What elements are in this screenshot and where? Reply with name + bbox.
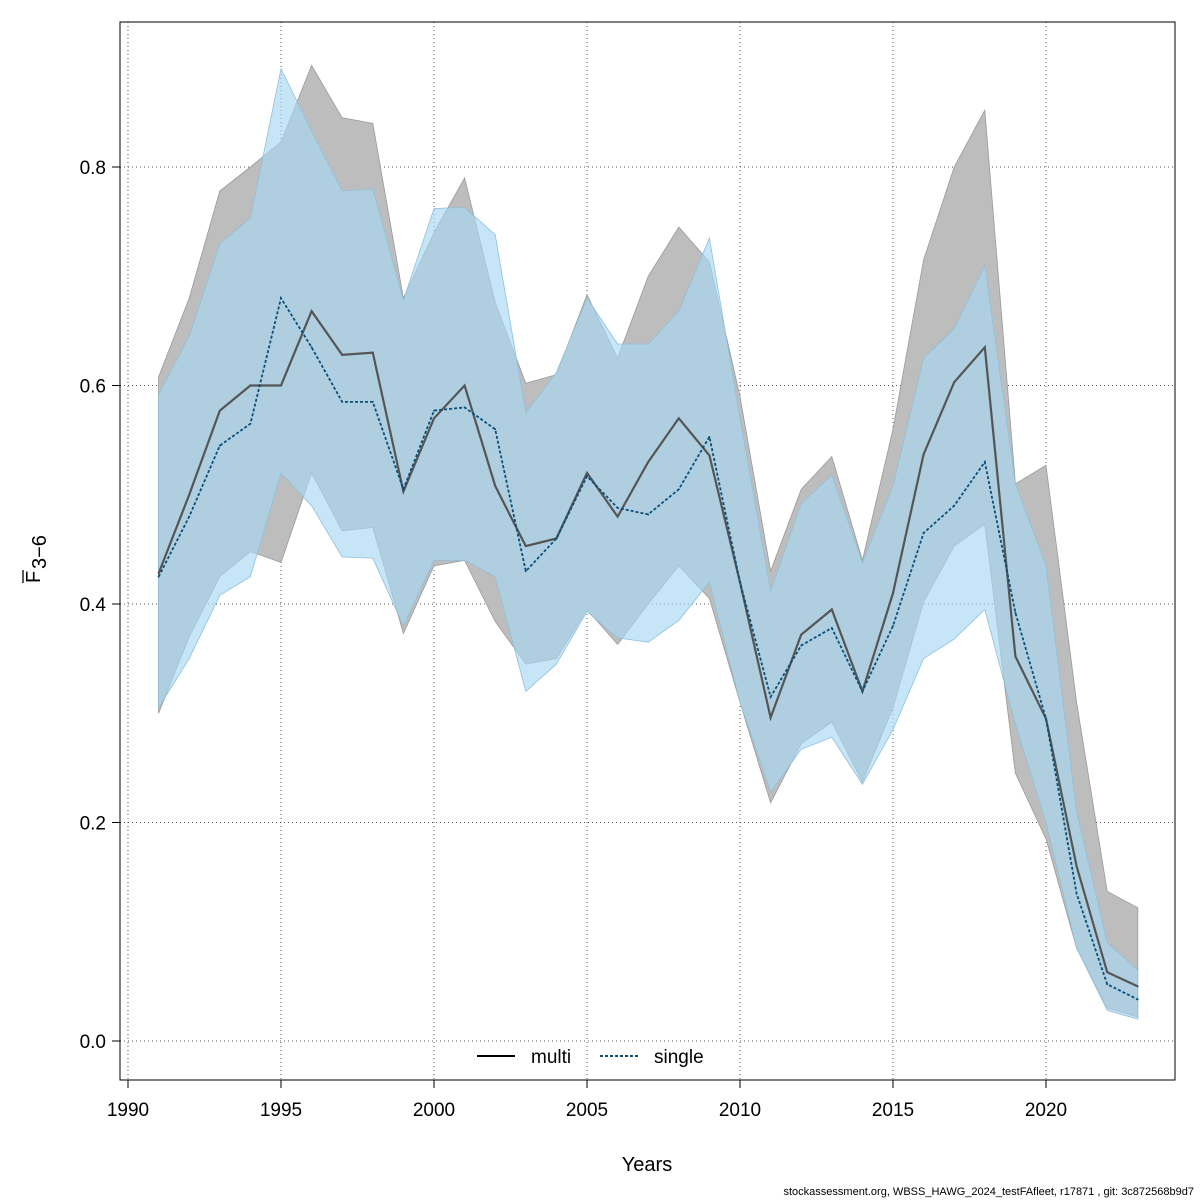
point-multi-1996 xyxy=(310,310,313,313)
point-single-2023 xyxy=(1136,998,1139,1001)
point-multi-2003 xyxy=(524,545,527,547)
point-single-1991 xyxy=(157,575,160,578)
x-tick-label-2020: 2020 xyxy=(1025,1100,1067,1121)
y-axis-subscript: 3−6 xyxy=(29,535,51,569)
point-single-2016 xyxy=(922,532,925,534)
point-multi-2018 xyxy=(983,346,986,349)
point-multi-2012 xyxy=(800,633,803,636)
x-tick-label-1990: 1990 xyxy=(107,1100,149,1121)
point-single-1998 xyxy=(371,400,374,403)
x-axis-title: Years xyxy=(622,1154,672,1176)
y-axis-letter: F xyxy=(23,571,45,583)
point-single-2011 xyxy=(769,695,772,698)
point-single-2008 xyxy=(677,488,680,491)
point-single-1992 xyxy=(188,515,191,518)
x-tick-label-1995: 1995 xyxy=(260,1100,302,1121)
point-multi-2006 xyxy=(616,515,619,518)
y-tick-label-1: 0.2 xyxy=(80,814,106,835)
legend-label-multi: multi xyxy=(531,1047,571,1068)
y-tick-label-2: 0.4 xyxy=(80,595,107,616)
point-multi-2022 xyxy=(1106,971,1109,974)
x-tick-label-2005: 2005 xyxy=(566,1100,608,1121)
point-multi-2007 xyxy=(647,461,650,463)
point-single-2001 xyxy=(463,406,466,409)
point-single-2022 xyxy=(1106,983,1109,986)
series-lines xyxy=(157,295,1139,1001)
point-multi-1994 xyxy=(249,384,252,387)
point-single-2005 xyxy=(586,475,588,478)
x-tick-label-2010: 2010 xyxy=(719,1100,761,1121)
legend: multi single xyxy=(477,1047,704,1068)
point-single-2015 xyxy=(892,624,894,627)
point-multi-1995 xyxy=(280,384,282,387)
point-single-2014 xyxy=(861,690,864,693)
band-single xyxy=(158,67,1139,1020)
point-single-2009 xyxy=(708,435,711,438)
footer-credit: stockassessment.org, WBSS_HAWG_2024_test… xyxy=(784,1186,1195,1198)
point-single-1993 xyxy=(218,444,221,447)
point-single-2004 xyxy=(555,537,558,540)
point-multi-2013 xyxy=(830,608,833,611)
confidence-bands xyxy=(158,64,1139,1020)
legend-label-single: single xyxy=(654,1047,704,1068)
point-single-2002 xyxy=(494,428,497,431)
point-single-1997 xyxy=(341,400,344,403)
point-single-2017 xyxy=(953,504,956,507)
point-single-2021 xyxy=(1075,892,1078,895)
point-single-2006 xyxy=(616,506,619,509)
point-single-2013 xyxy=(830,627,833,629)
y-tick-label-0: 0.0 xyxy=(80,1032,106,1053)
point-single-1994 xyxy=(249,422,252,425)
point-multi-2023 xyxy=(1136,985,1139,988)
x-tick-label-2000: 2000 xyxy=(413,1100,455,1121)
point-multi-1998 xyxy=(371,351,374,354)
point-multi-2016 xyxy=(922,453,925,456)
point-single-2018 xyxy=(983,461,986,463)
point-multi-2001 xyxy=(463,384,466,387)
point-multi-1992 xyxy=(188,493,191,496)
point-multi-2008 xyxy=(677,417,680,420)
point-multi-2017 xyxy=(953,381,956,384)
point-multi-1993 xyxy=(218,409,221,412)
point-multi-2005 xyxy=(586,472,588,474)
y-axis-title: F 3−6 xyxy=(22,535,51,583)
point-multi-2021 xyxy=(1075,865,1078,868)
y-tick-label-3: 0.6 xyxy=(80,377,106,398)
point-multi-2009 xyxy=(708,454,711,457)
point-single-1999 xyxy=(402,488,405,491)
point-single-2003 xyxy=(524,570,527,573)
point-multi-2019 xyxy=(1014,655,1017,658)
point-multi-2015 xyxy=(892,592,894,594)
axes: 1990 1995 2000 2005 2010 2015 2020 0.0 0.2 0.4 0.6… xyxy=(80,158,1068,1121)
y-tick-label-4: 0.8 xyxy=(80,158,106,179)
point-single-1996 xyxy=(310,346,313,349)
point-single-2007 xyxy=(647,513,650,516)
point-multi-2000 xyxy=(433,417,435,420)
point-single-1995 xyxy=(280,297,282,299)
point-single-2012 xyxy=(800,644,803,647)
x-tick-label-2015: 2015 xyxy=(872,1100,914,1121)
point-single-2019 xyxy=(1014,611,1017,614)
point-multi-2002 xyxy=(494,485,497,487)
point-multi-2011 xyxy=(769,716,772,719)
point-multi-1997 xyxy=(341,354,344,356)
point-single-2000 xyxy=(433,409,435,412)
point-single-2020 xyxy=(1045,717,1047,720)
point-single-2010 xyxy=(739,581,741,584)
